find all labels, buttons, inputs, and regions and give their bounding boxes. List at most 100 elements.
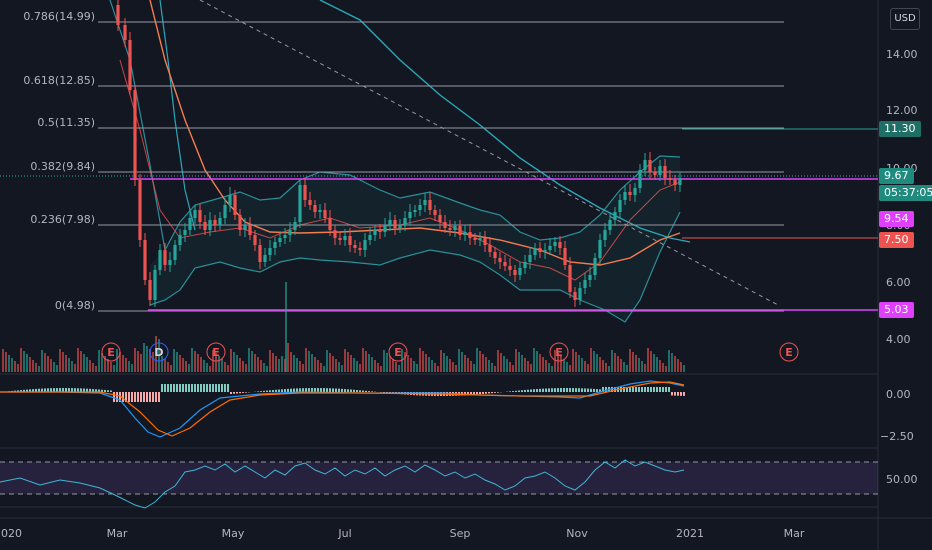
candle-body	[158, 250, 162, 270]
earnings-marker[interactable]: E	[101, 342, 121, 362]
candle-body	[368, 235, 372, 240]
time-axis: 2020 Mar May Jul Sep Nov 2021 Mar	[0, 527, 805, 540]
macd-hist-bar	[383, 392, 385, 393]
candle-body	[183, 230, 187, 235]
macd-hist-bar	[35, 388, 37, 392]
macd-hist-bar	[164, 384, 166, 392]
candle-body	[168, 260, 172, 265]
volume-bar	[521, 355, 523, 372]
volume-bar	[44, 353, 46, 372]
volume-bar	[41, 350, 43, 372]
macd-hist-bar	[278, 389, 280, 392]
volume-bar	[671, 353, 673, 372]
candle-body	[503, 262, 507, 266]
dashed-trendline[interactable]	[199, 0, 781, 307]
candle-body	[253, 235, 257, 245]
volume-bar	[635, 355, 637, 372]
price-tick: 12.00	[886, 104, 918, 117]
volume-bar	[74, 364, 76, 372]
candle-body	[203, 222, 207, 230]
macd-hist-bar	[260, 391, 262, 392]
candle-body	[633, 188, 637, 195]
candle-body	[228, 195, 232, 205]
volume-bar	[602, 360, 604, 372]
volume-bar	[458, 349, 460, 372]
macd-hist-bar	[323, 388, 325, 392]
macd-hist-bar	[623, 387, 625, 392]
macd-hist-bar	[365, 390, 367, 392]
macd-hist-bar	[491, 392, 493, 394]
macd-hist-bar	[566, 388, 568, 392]
macd-hist-bar	[683, 392, 685, 396]
macd-hist-bar	[599, 389, 601, 392]
candle-body	[353, 245, 357, 248]
candle-body	[193, 210, 197, 218]
volume-bar	[179, 355, 181, 372]
volume-bar	[614, 353, 616, 372]
macd-hist-bar	[476, 392, 478, 395]
earnings-marker[interactable]: E	[206, 342, 226, 362]
macd-hist-bar	[332, 388, 334, 392]
macd-hist-bar	[539, 388, 541, 392]
volume-bar	[341, 365, 343, 372]
volume-bar	[347, 352, 349, 372]
volume-bar	[335, 359, 337, 372]
candle-body	[478, 238, 482, 240]
macd-hist-bar	[287, 388, 289, 392]
volume-bar	[290, 352, 292, 372]
volume-bar	[35, 363, 37, 372]
volume-bar	[485, 357, 487, 372]
volume-bar	[62, 352, 64, 372]
macd-hist-bar	[602, 387, 604, 392]
earnings-marker[interactable]: E	[388, 342, 408, 362]
candle-body	[328, 218, 332, 230]
volume-bar	[491, 363, 493, 372]
volume-bar	[575, 352, 577, 372]
volume-bar	[365, 351, 367, 372]
macd-hist-bar	[116, 392, 118, 402]
candle-body	[618, 200, 622, 212]
candle-body	[543, 250, 547, 252]
time-label: Mar	[784, 527, 805, 540]
macd-hist-bar	[17, 390, 19, 392]
macd-hist-bar	[176, 384, 178, 392]
candle-body	[143, 240, 147, 280]
macd-hist-bar	[104, 389, 106, 392]
volume-bar	[161, 356, 163, 372]
macd-hist-bar	[140, 392, 142, 402]
volume-bar	[449, 359, 451, 372]
bollinger-lower	[149, 211, 681, 323]
event-markers[interactable]: E D E E E E	[101, 342, 799, 362]
volume-bar	[596, 354, 598, 372]
volume-bar	[98, 350, 100, 372]
currency-button[interactable]: USD	[890, 8, 920, 30]
macd-hist-bar	[614, 387, 616, 392]
volume-bar	[47, 356, 49, 372]
macd-hist-bar	[218, 384, 220, 392]
volume-bar	[377, 363, 379, 372]
candle-body	[288, 230, 292, 235]
volume-bar	[23, 351, 25, 372]
volume-bar	[413, 361, 415, 372]
macd-hist-bar	[65, 388, 67, 392]
earnings-marker[interactable]: E	[779, 342, 799, 362]
long-moving-average	[319, 0, 691, 243]
volume-bar	[26, 354, 28, 372]
volume-bar	[317, 360, 319, 372]
macd-hist-bar	[485, 392, 487, 394]
volume-bar	[20, 348, 22, 372]
macd-hist-bar	[101, 389, 103, 392]
macd-hist-bar	[467, 392, 469, 396]
earnings-marker[interactable]: E	[549, 342, 569, 362]
volume-bar	[269, 350, 271, 372]
volume-bar	[683, 365, 685, 372]
dividend-marker[interactable]: D	[149, 342, 169, 362]
candle-body	[163, 250, 167, 265]
candle-body	[488, 245, 492, 252]
volume-bar	[371, 357, 373, 372]
volume-bar	[185, 361, 187, 372]
macd-hist-bar	[227, 384, 229, 392]
price-tag-5-03: 5.03	[879, 302, 914, 318]
macd-hist-bar	[575, 388, 577, 392]
